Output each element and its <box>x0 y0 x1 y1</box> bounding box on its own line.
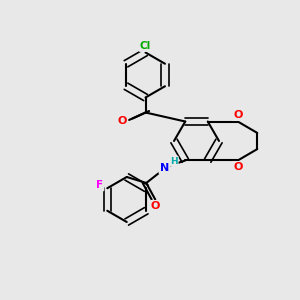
Text: Cl: Cl <box>140 41 151 51</box>
Text: O: O <box>118 116 127 127</box>
Text: N: N <box>160 163 169 173</box>
Text: O: O <box>151 201 160 211</box>
Text: F: F <box>96 180 103 190</box>
Text: O: O <box>233 110 242 120</box>
Text: H: H <box>170 157 178 166</box>
Text: O: O <box>233 162 242 172</box>
